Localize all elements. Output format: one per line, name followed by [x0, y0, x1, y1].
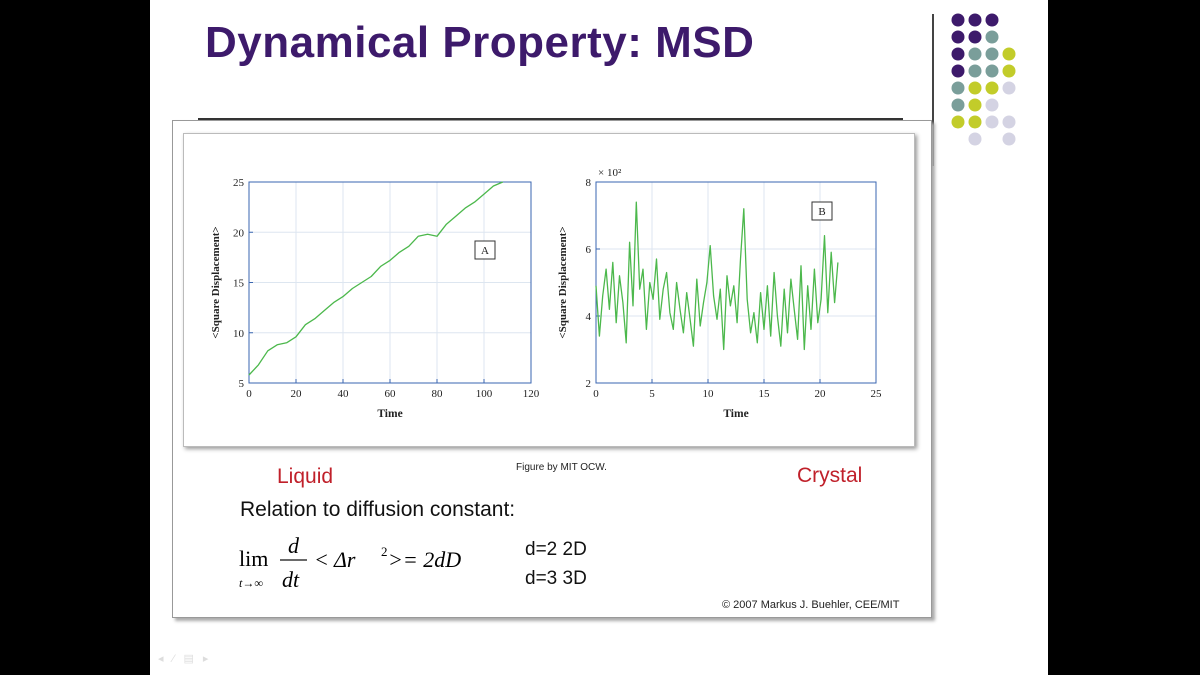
formula-lim: lim: [239, 546, 268, 571]
y-tick-label: 20: [233, 227, 245, 239]
chart-frame: 0 20 40 60 80 100 120 5 10 15 20 25 Time <Square Disp…: [183, 133, 915, 447]
slide: Dynamical Property: MSD 0 20 40 60 80 100 120 5…: [150, 0, 1048, 675]
formula-lim-sub: t→∞: [239, 576, 263, 590]
x-tick-label: 20: [291, 388, 303, 400]
y-tick-label: 15: [233, 278, 245, 290]
decor-dot: [951, 115, 965, 129]
y-axis-label: <Square Displacement>: [210, 226, 222, 338]
decor-dot: [1002, 64, 1016, 78]
decor-dot: [985, 30, 999, 44]
decor-dot: [968, 47, 982, 61]
relation-text: Relation to diffusion constant:: [240, 498, 516, 521]
y-tick-label: 2: [586, 378, 592, 390]
y-tick-label: 5: [239, 378, 245, 390]
panel-label-box: [474, 240, 496, 260]
title-divider: [198, 118, 903, 120]
decor-dot: [951, 47, 965, 61]
y-tick-label: 25: [233, 177, 245, 189]
plot-frame: [595, 181, 877, 384]
dimension-3d-label: d=3 3D: [525, 568, 587, 589]
x-tick-label: 0: [246, 388, 252, 400]
decor-dot: [985, 115, 999, 129]
decor-dot: [985, 81, 999, 95]
formula-numerator: d: [288, 533, 300, 558]
figure-box: 0 20 40 60 80 100 120 5 10 15 20 25 Time <Square Disp…: [172, 120, 932, 618]
decor-dot: [951, 81, 965, 95]
diffusion-formula: lim t→∞ d dt < Δr 2 >= 2dD: [239, 533, 461, 592]
x-tick-label: 80: [432, 388, 444, 400]
decor-dot: [985, 13, 999, 27]
x-tick-label: 100: [476, 388, 493, 400]
panel-label-box: [811, 201, 833, 221]
x-tick-label: 0: [593, 388, 599, 400]
y-multiplier-label: × 10²: [598, 167, 622, 179]
y-tick-label: 6: [586, 244, 592, 256]
x-axis-label: Time: [723, 408, 748, 420]
formula-superscript: 2: [381, 544, 388, 559]
x-tick-label: 40: [338, 388, 350, 400]
x-tick-label: 20: [815, 388, 827, 400]
y-tick-label: 10: [233, 328, 245, 340]
formula-rhs: >= 2dD: [388, 547, 461, 572]
x-tick-label: 15: [759, 388, 771, 400]
panel-label: B: [818, 206, 825, 218]
panel-label: A: [481, 245, 489, 257]
x-tick-label: 60: [385, 388, 397, 400]
x-tick-label: 120: [523, 388, 540, 400]
decor-dot: [968, 81, 982, 95]
decor-dot: [1002, 115, 1016, 129]
decor-dot: [985, 47, 999, 61]
decor-dot: [968, 30, 982, 44]
decor-dot: [985, 64, 999, 78]
slide-nav-controls[interactable]: ◂ ⁄ ▤ ▸: [158, 653, 212, 665]
x-axis-label: Time: [377, 408, 402, 420]
series-line: [595, 201, 839, 351]
vertical-divider: [932, 14, 934, 166]
formula-denominator: dt: [282, 567, 300, 592]
decor-dot: [951, 13, 965, 27]
decor-dot: [968, 98, 982, 112]
decor-dot: [985, 98, 999, 112]
decor-dot: [951, 30, 965, 44]
slide-title: Dynamical Property: MSD: [205, 18, 755, 67]
y-tick-label: 4: [586, 311, 592, 323]
crystal-label: Crystal: [797, 464, 863, 487]
x-tick-label: 10: [703, 388, 715, 400]
x-tick-label: 25: [871, 388, 883, 400]
chart-panel-a: 0 20 40 60 80 100 120 5 10 15 20 25 Time <Square Disp…: [210, 177, 540, 420]
decor-dot: [1002, 47, 1016, 61]
decor-dot: [968, 132, 982, 146]
formula-body: < Δr: [314, 547, 356, 572]
decor-dot: [1002, 81, 1016, 95]
decor-dot: [968, 13, 982, 27]
decorative-dot-grid: [951, 13, 1016, 146]
copyright: © 2007 Markus J. Buehler, CEE/MIT: [722, 599, 900, 611]
decor-dot: [968, 64, 982, 78]
decor-dot: [951, 64, 965, 78]
dimension-2d-label: d=2 2D: [525, 539, 587, 560]
x-tick-label: 5: [649, 388, 655, 400]
figure-credit: Figure by MIT OCW.: [516, 462, 607, 473]
decor-dot: [968, 115, 982, 129]
y-axis-label: <Square Displacement>: [557, 226, 569, 338]
decor-dot: [951, 98, 965, 112]
liquid-label: Liquid: [277, 465, 334, 488]
decor-dot: [1002, 132, 1016, 146]
series-line: [248, 181, 504, 376]
y-tick-label: 8: [586, 177, 592, 189]
chart-panel-b: 0 5 10 15 20 25 2 4 6 8 Time <Square Displacement> ×…: [557, 167, 882, 420]
